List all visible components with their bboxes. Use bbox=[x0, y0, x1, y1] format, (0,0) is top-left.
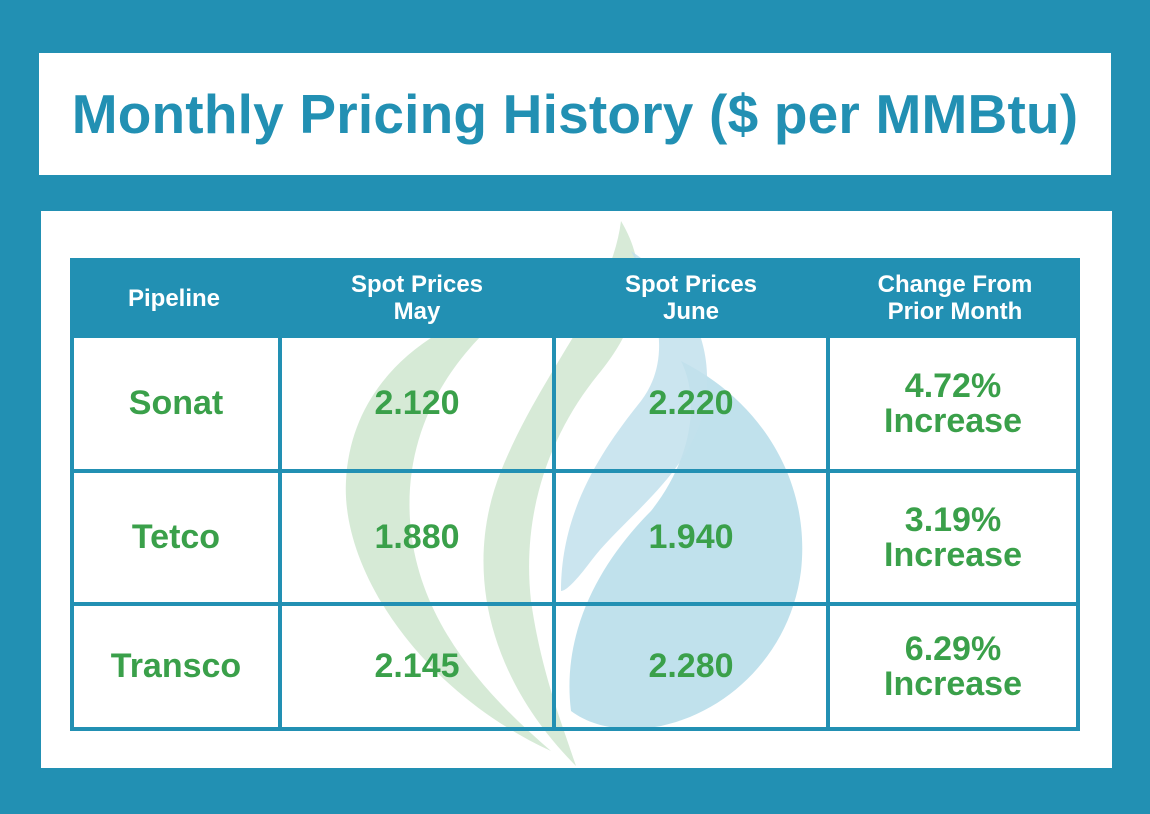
change-cell: 4.72% Increase bbox=[830, 338, 1076, 469]
june-price-value: 2.220 bbox=[648, 384, 734, 422]
june-price-value: 1.940 bbox=[648, 518, 734, 556]
may-price-value: 2.145 bbox=[374, 647, 460, 685]
change-percent: 3.19% bbox=[904, 500, 1002, 539]
grid-line bbox=[70, 338, 74, 731]
pipeline-name: Transco bbox=[110, 647, 242, 685]
pricing-panel: Pipeline Spot Prices May Spot Prices Jun… bbox=[41, 211, 1112, 768]
header-june: Spot Prices June bbox=[556, 258, 826, 338]
change-percent: 4.72% bbox=[904, 366, 1002, 405]
may-price: 2.145 bbox=[282, 606, 552, 727]
change-cell: 6.29% Increase bbox=[830, 606, 1076, 727]
change-direction: Increase bbox=[884, 535, 1022, 574]
header-change-line2: Prior Month bbox=[887, 298, 1023, 325]
header-june-line2: June bbox=[662, 298, 719, 325]
pricing-table: Pipeline Spot Prices May Spot Prices Jun… bbox=[70, 258, 1080, 731]
table-row-sonat: Sonat bbox=[74, 338, 278, 469]
grid-line bbox=[70, 469, 1080, 473]
header-june-line1: Spot Prices bbox=[624, 271, 758, 298]
grid-line bbox=[70, 727, 1080, 731]
change-cell: 3.19% Increase bbox=[830, 473, 1076, 602]
grid-line bbox=[70, 602, 1080, 606]
change-percent: 6.29% bbox=[904, 629, 1002, 668]
title-banner: Monthly Pricing History ($ per MMBtu) bbox=[39, 53, 1111, 175]
pipeline-name: Sonat bbox=[128, 384, 224, 422]
june-price-value: 2.280 bbox=[648, 647, 734, 685]
header-pipeline: Pipeline bbox=[70, 258, 278, 338]
grid-line bbox=[826, 338, 830, 731]
header-change: Change From Prior Month bbox=[830, 258, 1080, 338]
change-direction: Increase bbox=[884, 401, 1022, 440]
header-may-line2: May bbox=[393, 298, 441, 325]
june-price: 2.220 bbox=[556, 338, 826, 469]
table-row-transco: Transco bbox=[74, 606, 278, 727]
pipeline-name: Tetco bbox=[131, 518, 221, 556]
table-body: Sonat 2.120 2.220 4.72% Increase Tetco 1… bbox=[70, 338, 1080, 731]
grid-line bbox=[278, 338, 282, 731]
header-change-line1: Change From bbox=[877, 271, 1033, 298]
header-pipeline-label: Pipeline bbox=[127, 284, 221, 312]
june-price: 1.940 bbox=[556, 473, 826, 602]
table-header: Pipeline Spot Prices May Spot Prices Jun… bbox=[70, 258, 1080, 338]
page-title: Monthly Pricing History ($ per MMBtu) bbox=[71, 83, 1079, 145]
table-row-tetco: Tetco bbox=[74, 473, 278, 602]
grid-line bbox=[1076, 338, 1080, 731]
grid-line bbox=[552, 338, 556, 731]
header-may: Spot Prices May bbox=[282, 258, 552, 338]
may-price: 2.120 bbox=[282, 338, 552, 469]
header-may-line1: Spot Prices bbox=[350, 271, 484, 298]
may-price: 1.880 bbox=[282, 473, 552, 602]
may-price-value: 1.880 bbox=[374, 518, 460, 556]
may-price-value: 2.120 bbox=[374, 384, 460, 422]
change-direction: Increase bbox=[884, 664, 1022, 703]
june-price: 2.280 bbox=[556, 606, 826, 727]
